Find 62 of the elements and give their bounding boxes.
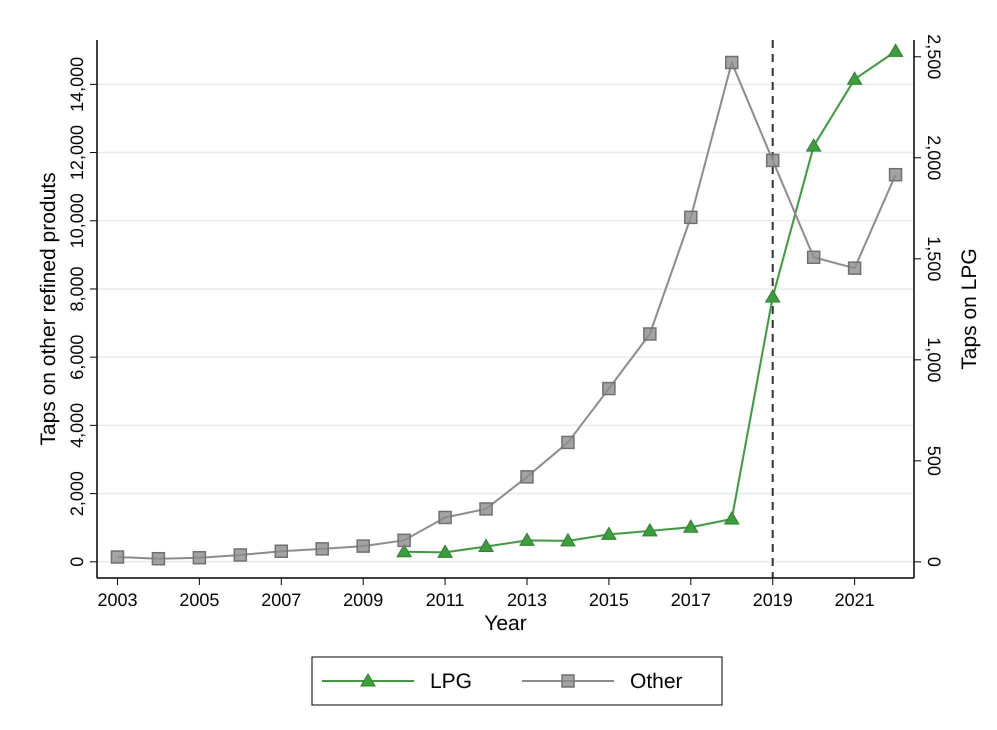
- y-tick-label: 2,000: [67, 471, 87, 516]
- point: [725, 56, 739, 70]
- legend-label: Other: [630, 670, 683, 693]
- y-tick-label: 10,000: [67, 193, 87, 248]
- x-tick-label: 2013: [506, 590, 548, 610]
- x-tick-label: 2021: [834, 590, 875, 610]
- point: [888, 168, 902, 182]
- y-tick-label: 14,000: [67, 56, 87, 112]
- y-axis-title: Taps on other refined produts: [37, 172, 60, 446]
- x-tick-label: 2003: [97, 590, 138, 610]
- x-tick-label: 2019: [752, 590, 793, 610]
- y-tick-label: 4,000: [67, 402, 87, 448]
- point: [315, 542, 329, 556]
- x-tick-label: 2015: [588, 590, 629, 610]
- point: [152, 552, 166, 566]
- point: [274, 544, 288, 558]
- point: [888, 44, 904, 57]
- point: [438, 510, 452, 524]
- x-tick-label: 2017: [670, 590, 711, 610]
- y2-axis-title: Taps on LPG: [958, 248, 981, 370]
- point: [602, 382, 616, 396]
- point: [684, 210, 698, 224]
- point: [396, 544, 412, 558]
- point: [438, 544, 453, 558]
- point: [397, 534, 411, 548]
- y2-tick-label: 0: [924, 556, 944, 567]
- point: [560, 533, 576, 546]
- point: [765, 289, 780, 302]
- point: [806, 250, 820, 264]
- x-tick-label: 2011: [426, 590, 464, 610]
- point: [766, 154, 780, 168]
- point: [806, 138, 822, 152]
- x-axis-title: Year: [484, 612, 527, 635]
- y-tick-label: 12,000: [67, 125, 87, 180]
- point: [848, 261, 862, 275]
- legend-label: LPG: [430, 670, 472, 693]
- point: [192, 550, 206, 564]
- point: [642, 523, 658, 536]
- y-tick-label: 0: [67, 556, 87, 567]
- point: [724, 512, 740, 525]
- x-tick-label: 2005: [179, 590, 220, 610]
- y-tick-label: 8,000: [67, 266, 87, 312]
- point: [356, 539, 370, 553]
- x-tick-label: 2009: [343, 590, 384, 610]
- point: [479, 502, 493, 516]
- y2-tick-label: 500: [924, 446, 944, 476]
- point: [847, 72, 862, 85]
- point: [110, 550, 124, 564]
- y2-tick-label: 1,000: [924, 337, 944, 382]
- y-tick-label: 6,000: [67, 334, 87, 380]
- point: [520, 532, 534, 546]
- point: [601, 526, 616, 540]
- y2-tick-label: 2,000: [924, 135, 944, 180]
- point: [234, 548, 248, 562]
- x-tick-label: 2007: [261, 590, 302, 610]
- point: [643, 327, 657, 341]
- point: [561, 436, 575, 450]
- y2-tick-label: 1,500: [924, 236, 944, 282]
- point: [478, 538, 494, 552]
- point: [520, 470, 534, 484]
- point: [683, 520, 698, 533]
- y2-tick-label: 2,500: [924, 34, 944, 80]
